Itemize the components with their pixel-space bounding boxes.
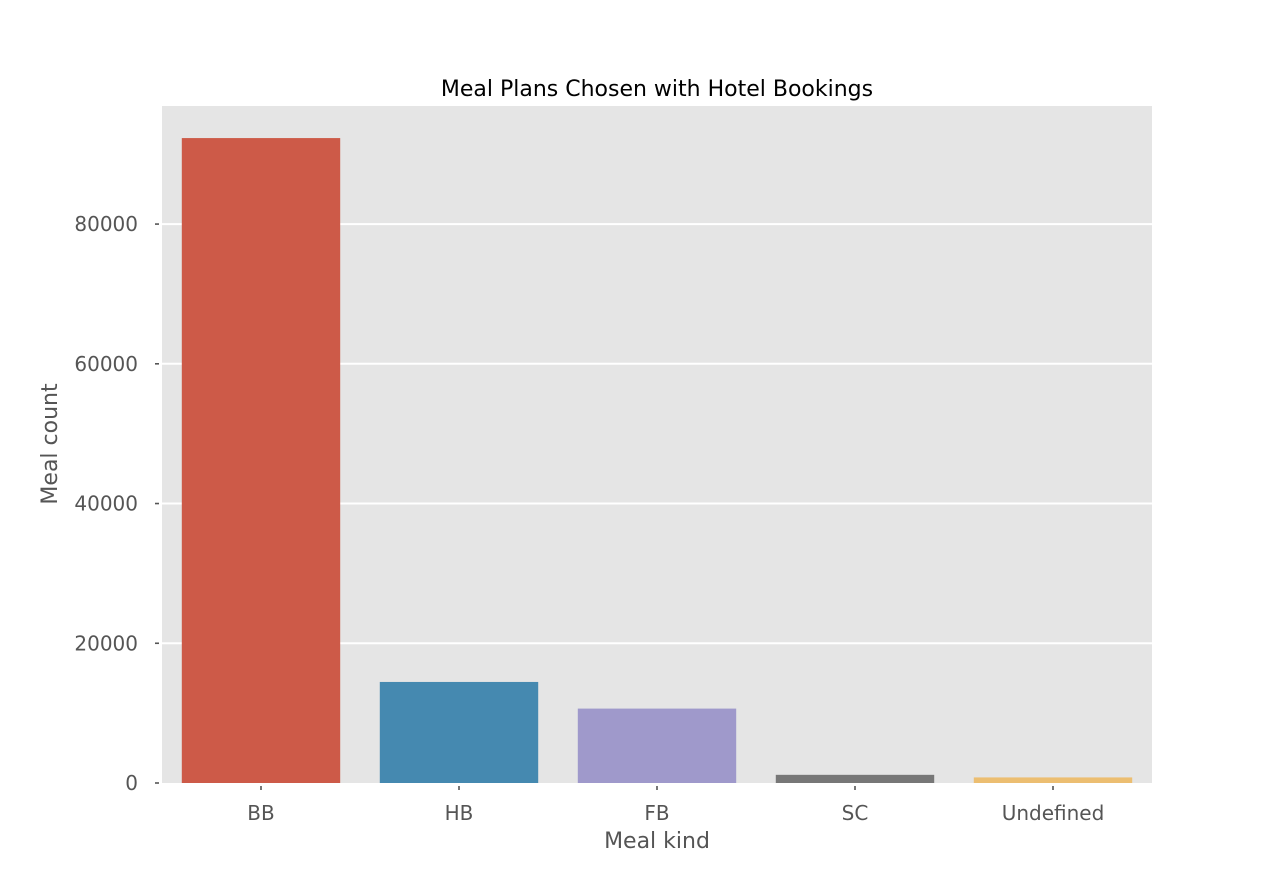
x-tick-label: BB — [247, 801, 274, 825]
bar-fb — [577, 708, 737, 783]
y-tick-label: 60000 — [74, 352, 138, 376]
x-tick-label: HB — [445, 801, 474, 825]
y-tick-label: 80000 — [74, 212, 138, 236]
bar-bb — [181, 138, 341, 783]
chart-title: Meal Plans Chosen with Hotel Bookings — [441, 77, 873, 102]
y-tick-label: 0 — [125, 771, 138, 795]
y-tick-label: 40000 — [74, 492, 138, 516]
x-tick-label: Undefined — [1002, 801, 1105, 825]
y-axis-label: Meal count — [38, 383, 63, 505]
x-axis: BB HB FB SC Undefined — [247, 786, 1104, 825]
bar-hb — [379, 681, 539, 783]
x-tick-label: SC — [842, 801, 869, 825]
bars — [181, 138, 1133, 783]
y-axis: 0 20000 40000 60000 80000 — [74, 212, 159, 795]
x-axis-label: Meal kind — [604, 829, 710, 854]
x-tick-label: FB — [644, 801, 669, 825]
y-tick-label: 20000 — [74, 631, 138, 655]
bar-undefined — [973, 777, 1133, 783]
bar-sc — [775, 774, 935, 783]
